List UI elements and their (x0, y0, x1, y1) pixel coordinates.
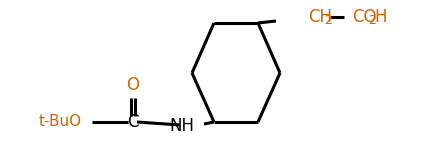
Text: CH: CH (308, 8, 332, 26)
Text: H: H (374, 8, 387, 26)
Text: NH: NH (169, 117, 194, 135)
Text: t-BuO: t-BuO (38, 115, 81, 130)
Text: C: C (127, 113, 139, 131)
Text: 2: 2 (368, 14, 376, 26)
Text: 2: 2 (324, 14, 332, 26)
Text: O: O (127, 76, 139, 94)
Text: CO: CO (352, 8, 376, 26)
